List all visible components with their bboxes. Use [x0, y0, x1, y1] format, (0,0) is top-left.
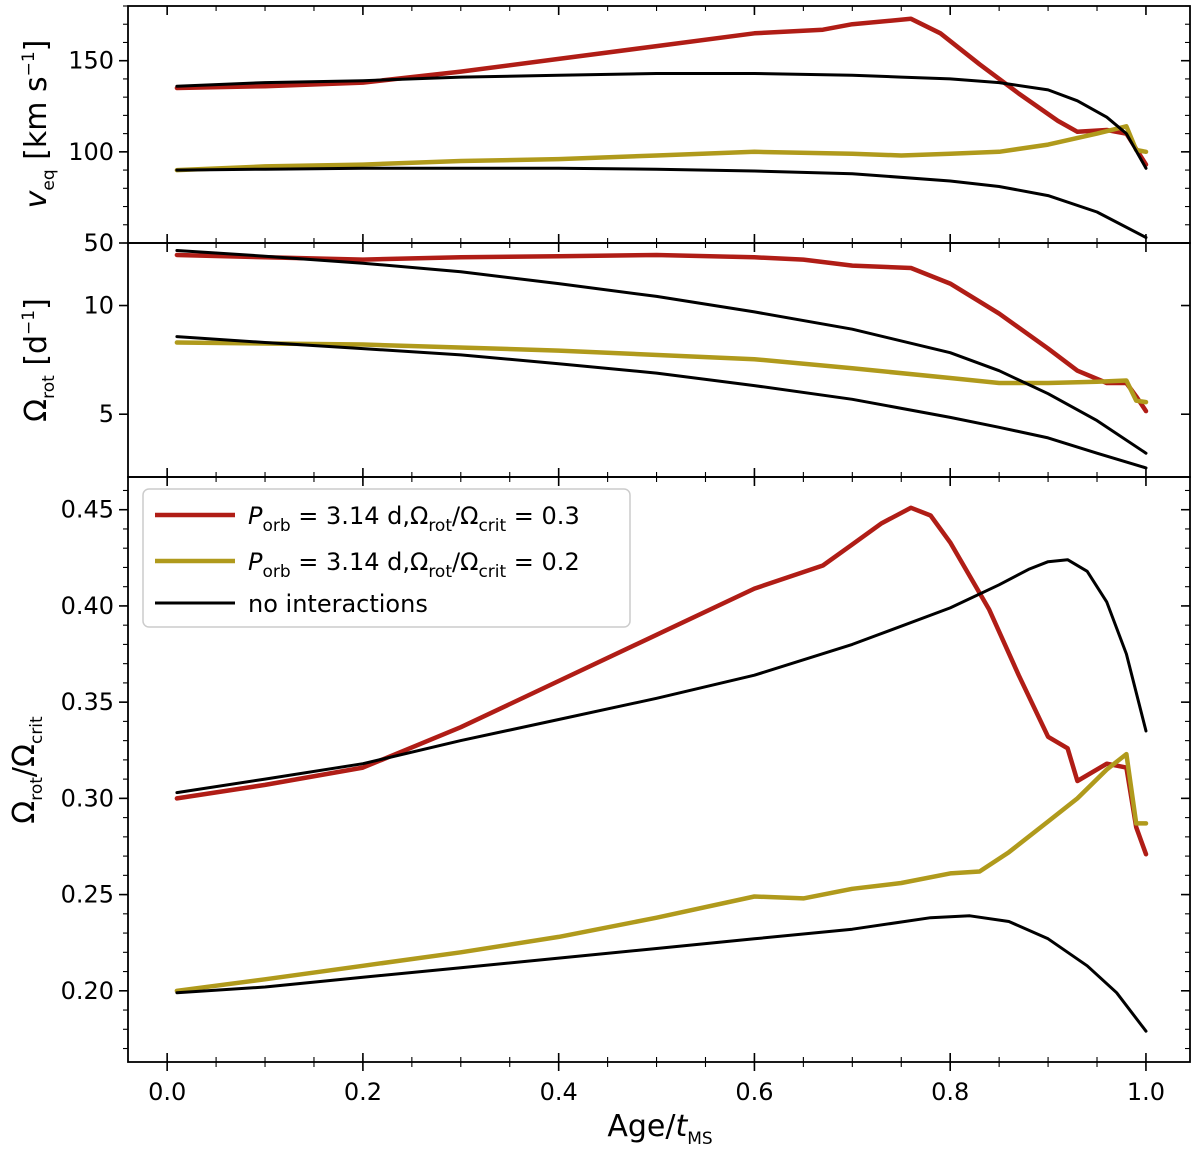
ytick-label: 0.25: [61, 881, 114, 909]
xtick-label: 1.0: [1127, 1078, 1165, 1106]
ytick-label: 0.35: [61, 688, 114, 716]
series-line-gold: [174, 124, 1149, 173]
series-line-red: [174, 252, 1149, 414]
ytick-label: 0.40: [61, 592, 114, 620]
panel-middle-ticks: 5 10: [83, 243, 1190, 477]
panel-top-veq: 50 100 150 veq [km s−1]: [19, 5, 1191, 257]
ytick-label: 0.30: [61, 784, 114, 812]
series-line-black-2: [175, 914, 1148, 1033]
ytick-label: 10: [83, 292, 114, 320]
series-line-gold: [174, 751, 1149, 994]
x-axis-label: Age/tMS: [607, 1109, 712, 1149]
ytick-label: 100: [68, 138, 114, 166]
ytick-label: 5: [99, 400, 114, 428]
panel-top-ylabel: veq [km s−1]: [19, 40, 59, 209]
panel-bottom-lines: [174, 505, 1149, 1033]
series-line-black-1: [175, 72, 1148, 170]
series-line-black-1: [175, 558, 1148, 795]
legend-label-red: Porb = 3.14 d,Ωrot/Ωcrit = 0.3: [248, 502, 580, 536]
xtick-label: 0.4: [540, 1078, 578, 1106]
xtick-label: 0.2: [344, 1078, 382, 1106]
series-line-red: [174, 505, 1149, 857]
panel-middle-omega: 5 10 Ωrot [d−1]: [19, 242, 1191, 478]
panel-bottom-ticks: 0.20 0.25 0.30 0.35 0.40 0.45 0.0 0.2 0.4 0.6 0.8 1…: [61, 477, 1190, 1106]
series-line-black-1: [175, 249, 1148, 455]
panel-bottom-ylabel: Ωrot/Ωcrit: [7, 716, 47, 824]
series-line-red: [174, 16, 1149, 167]
legend: Porb = 3.14 d,Ωrot/Ωcrit = 0.3 Porb = 3.…: [142, 488, 631, 628]
panel-bottom-frame: [127, 476, 1191, 1063]
series-line-gold: [174, 340, 1149, 405]
series-line-black-2: [175, 166, 1148, 239]
xtick-label: 0.0: [148, 1078, 186, 1106]
legend-label-black: no interactions: [248, 590, 428, 618]
panel-bottom-ratio: 0.20 0.25 0.30 0.35 0.40 0.45 0.0 0.2 0.4 0.6 0.8 1…: [7, 476, 1191, 1149]
panel-middle-frame: [127, 242, 1191, 478]
ytick-label: 0.20: [61, 977, 114, 1005]
legend-frame: [142, 488, 631, 628]
xtick-label: 0.8: [931, 1078, 969, 1106]
ytick-label: 150: [68, 47, 114, 75]
xtick-label: 0.6: [735, 1078, 773, 1106]
legend-label-gold: Porb = 3.14 d,Ωrot/Ωcrit = 0.2: [248, 548, 580, 582]
panel-middle-lines: [174, 249, 1149, 470]
panel-top-lines: [174, 16, 1149, 239]
panel-middle-ylabel: Ωrot [d−1]: [19, 298, 59, 422]
ytick-label: 50: [83, 229, 114, 257]
panel-top-frame: [127, 5, 1191, 244]
series-line-black-2: [175, 335, 1148, 470]
ytick-label: 0.45: [61, 496, 114, 524]
panel-top-ticks: 50 100 150: [68, 5, 1190, 257]
